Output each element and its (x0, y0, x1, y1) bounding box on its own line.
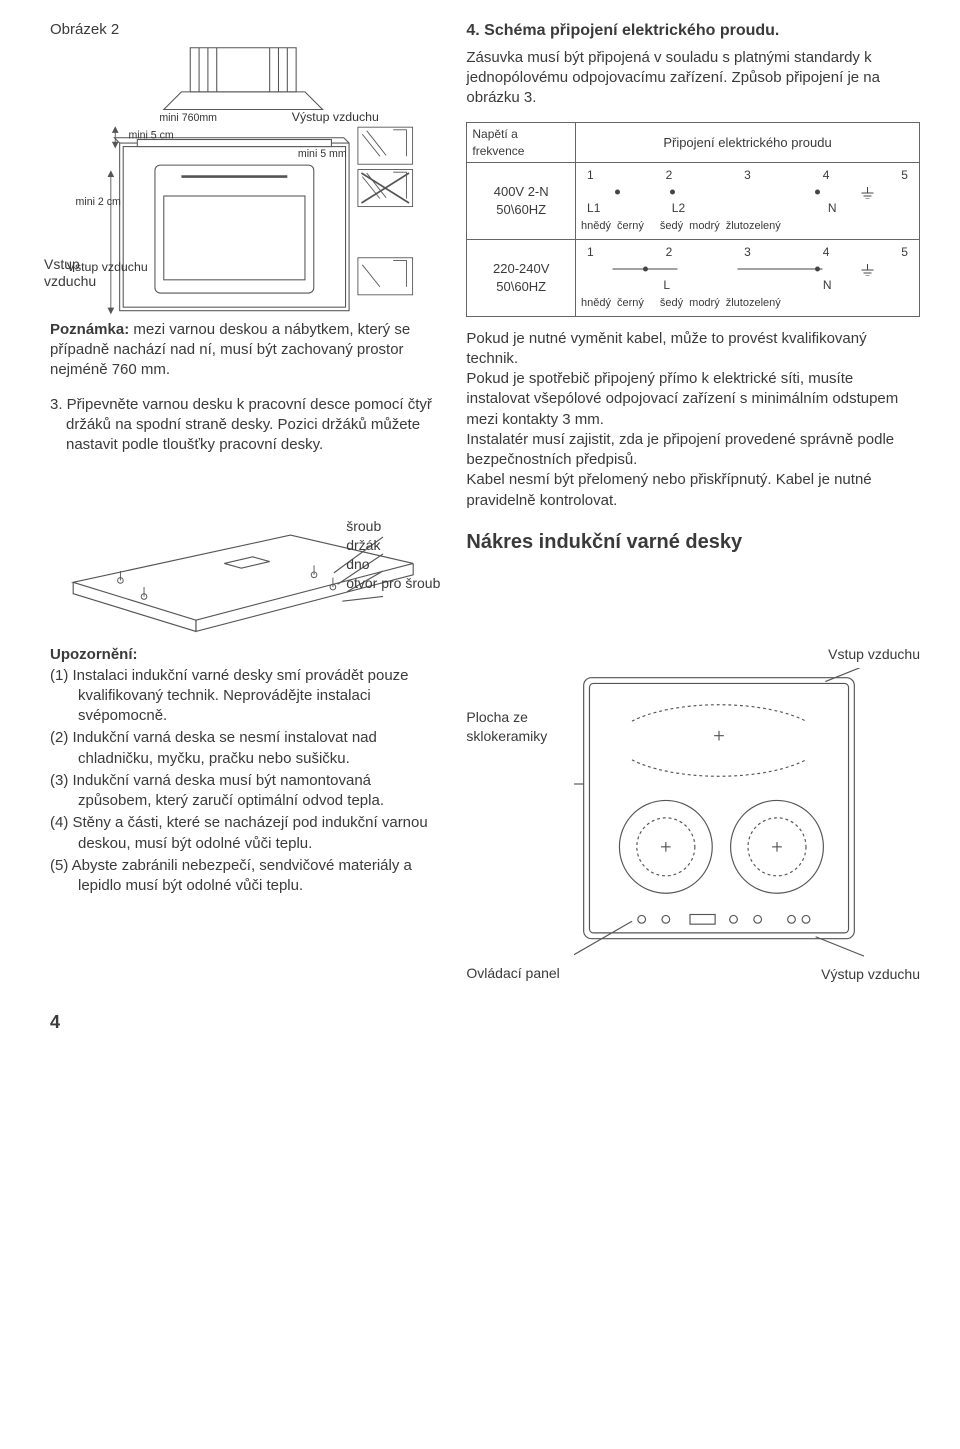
figure-2-caption: Obrázek 2 (50, 20, 436, 40)
label-plocha: Plocha ze sklokeramiky (466, 708, 566, 746)
label-otvor: otvor pro šroub (346, 574, 440, 593)
wiring-table: Napětí a frekvence Připojení elektrickéh… (466, 122, 920, 316)
note-paragraph: Poznámka: mezi varnou deskou a nábytkem,… (50, 320, 436, 381)
hob-top-diagram: Vstup vzduchu Plocha ze sklokeramiky (466, 645, 920, 984)
svg-text:mini 2 cm: mini 2 cm (76, 196, 121, 208)
warning-title: Upozornění: (50, 645, 436, 665)
section-4-p1: Zásuvka musí být připojená v souladu s p… (466, 48, 920, 109)
air-in-label: Vstup vzduchu (44, 256, 104, 290)
label-sroub: šroub (346, 517, 440, 536)
label-drzak: držák (346, 536, 440, 555)
step-3-text: 3. Připevněte varnou desku k pracovní de… (50, 395, 436, 456)
section-4-heading: 4. Schéma připojení elektrického proudu. (466, 20, 920, 42)
svg-text:Výstup vzduchu: Výstup vzduchu (292, 110, 379, 124)
hob-underside-diagram: šroub držák dno otvor pro šroub (50, 469, 436, 639)
svg-text:mini 760mm: mini 760mm (159, 112, 217, 124)
after-table-text: Pokud je nutné vyměnit kabel, může to pr… (466, 329, 920, 511)
svg-text:mini 5 cm: mini 5 cm (128, 130, 173, 142)
label-dno: dno (346, 555, 440, 574)
nakres-title: Nákres indukční varné desky (466, 529, 920, 556)
warning-list: (1) Instalaci indukční varné desky smí p… (50, 666, 436, 897)
page-number: 4 (50, 1010, 920, 1034)
svg-text:mini 5 mm: mini 5 mm (298, 148, 347, 160)
